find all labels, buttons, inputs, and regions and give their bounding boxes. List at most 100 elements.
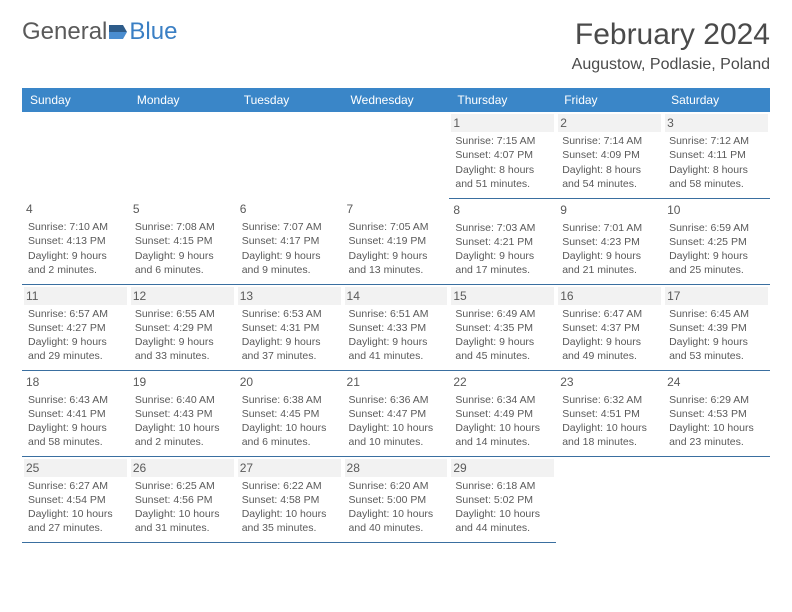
day-line: Sunset: 4:45 PM <box>242 407 337 421</box>
day-line: Sunset: 5:02 PM <box>455 493 550 507</box>
day-line: Sunrise: 6:34 AM <box>455 393 550 407</box>
day-line: Sunset: 4:19 PM <box>349 234 444 248</box>
day-line: and 37 minutes. <box>242 349 337 363</box>
day-number: 11 <box>24 287 127 305</box>
weekday-header: Friday <box>556 88 663 112</box>
day-line: Sunrise: 6:20 AM <box>349 479 444 493</box>
day-details: Sunrise: 6:53 AMSunset: 4:31 PMDaylight:… <box>242 307 337 364</box>
calendar-day: 15Sunrise: 6:49 AMSunset: 4:35 PMDayligh… <box>449 284 556 370</box>
day-line: Sunset: 4:11 PM <box>669 148 764 162</box>
day-details: Sunrise: 6:29 AMSunset: 4:53 PMDaylight:… <box>669 393 764 450</box>
day-number: 7 <box>345 200 448 218</box>
day-line: and 31 minutes. <box>135 521 230 535</box>
day-line: Daylight: 9 hours <box>242 249 337 263</box>
day-line: and 2 minutes. <box>135 435 230 449</box>
day-line: Daylight: 9 hours <box>349 249 444 263</box>
day-line: Sunset: 4:25 PM <box>669 235 764 249</box>
day-line: Daylight: 10 hours <box>349 507 444 521</box>
day-line: and 35 minutes. <box>242 521 337 535</box>
day-line: Sunrise: 6:32 AM <box>562 393 657 407</box>
calendar-day: 10Sunrise: 6:59 AMSunset: 4:25 PMDayligh… <box>663 198 770 284</box>
day-line: Sunrise: 6:38 AM <box>242 393 337 407</box>
day-line: Sunset: 4:47 PM <box>349 407 444 421</box>
calendar-day: 6Sunrise: 7:07 AMSunset: 4:17 PMDaylight… <box>236 198 343 284</box>
title-block: February 2024 Augustow, Podlasie, Poland <box>572 18 770 74</box>
day-details: Sunrise: 7:15 AMSunset: 4:07 PMDaylight:… <box>455 134 550 191</box>
day-line: Daylight: 9 hours <box>28 335 123 349</box>
calendar-day: 24Sunrise: 6:29 AMSunset: 4:53 PMDayligh… <box>663 370 770 456</box>
day-line: Daylight: 10 hours <box>669 421 764 435</box>
day-line: Sunset: 4:15 PM <box>135 234 230 248</box>
day-line: Sunset: 4:13 PM <box>28 234 123 248</box>
day-number: 25 <box>24 459 127 477</box>
calendar-week: 1 Sunrise: 7:15 AMSunset: 4:07 PMDaylight… <box>22 112 770 198</box>
weekday-header: Monday <box>129 88 236 112</box>
calendar-day-empty <box>343 112 450 198</box>
day-line: Sunrise: 6:22 AM <box>242 479 337 493</box>
calendar-day-empty <box>22 112 129 198</box>
calendar-day: 2Sunrise: 7:14 AMSunset: 4:09 PMDaylight… <box>556 112 663 198</box>
day-number: 3 <box>665 114 768 132</box>
day-number: 28 <box>345 459 448 477</box>
page-title: February 2024 <box>572 18 770 52</box>
day-number: 18 <box>24 373 127 391</box>
day-line: Sunrise: 6:51 AM <box>349 307 444 321</box>
day-line: Sunrise: 6:27 AM <box>28 479 123 493</box>
day-line: Sunset: 4:29 PM <box>135 321 230 335</box>
calendar-header-row: SundayMondayTuesdayWednesdayThursdayFrid… <box>22 88 770 112</box>
day-line: and 10 minutes. <box>349 435 444 449</box>
day-number: 12 <box>131 287 234 305</box>
day-line: and 33 minutes. <box>135 349 230 363</box>
day-line: Sunset: 4:39 PM <box>669 321 764 335</box>
day-line: Sunset: 4:49 PM <box>455 407 550 421</box>
day-line: Sunset: 4:07 PM <box>455 148 550 162</box>
day-line: and 18 minutes. <box>562 435 657 449</box>
day-line: Sunset: 4:35 PM <box>455 321 550 335</box>
day-number: 27 <box>238 459 341 477</box>
header: General Blue February 2024 Augustow, Pod… <box>22 18 770 74</box>
day-line: Sunrise: 6:29 AM <box>669 393 764 407</box>
day-line: Sunrise: 6:49 AM <box>455 307 550 321</box>
calendar-day: 16Sunrise: 6:47 AMSunset: 4:37 PMDayligh… <box>556 284 663 370</box>
calendar-week: 11Sunrise: 6:57 AMSunset: 4:27 PMDayligh… <box>22 284 770 370</box>
day-details: Sunrise: 7:03 AMSunset: 4:21 PMDaylight:… <box>455 221 550 278</box>
day-line: Sunrise: 7:05 AM <box>349 220 444 234</box>
day-line: Daylight: 8 hours <box>562 163 657 177</box>
day-details: Sunrise: 6:45 AMSunset: 4:39 PMDaylight:… <box>669 307 764 364</box>
day-details: Sunrise: 7:14 AMSunset: 4:09 PMDaylight:… <box>562 134 657 191</box>
day-line: Daylight: 8 hours <box>669 163 764 177</box>
day-line: Sunrise: 6:53 AM <box>242 307 337 321</box>
day-details: Sunrise: 6:27 AMSunset: 4:54 PMDaylight:… <box>28 479 123 536</box>
day-line: Daylight: 10 hours <box>242 421 337 435</box>
day-line: Sunrise: 6:57 AM <box>28 307 123 321</box>
calendar-week: 4Sunrise: 7:10 AMSunset: 4:13 PMDaylight… <box>22 198 770 284</box>
day-line: Sunrise: 7:10 AM <box>28 220 123 234</box>
calendar-day: 22Sunrise: 6:34 AMSunset: 4:49 PMDayligh… <box>449 370 556 456</box>
weekday-header: Saturday <box>663 88 770 112</box>
day-line: Sunrise: 6:36 AM <box>349 393 444 407</box>
day-line: Daylight: 9 hours <box>669 335 764 349</box>
day-line: Daylight: 9 hours <box>135 249 230 263</box>
day-line: and 51 minutes. <box>455 177 550 191</box>
day-line: and 9 minutes. <box>242 263 337 277</box>
day-line: Daylight: 10 hours <box>135 507 230 521</box>
day-number: 1 <box>451 114 554 132</box>
day-number: 20 <box>238 373 341 391</box>
day-line: Sunrise: 6:55 AM <box>135 307 230 321</box>
day-line: Sunset: 4:31 PM <box>242 321 337 335</box>
day-line: Sunrise: 7:01 AM <box>562 221 657 235</box>
flag-icon <box>109 25 127 39</box>
day-line: Sunset: 5:00 PM <box>349 493 444 507</box>
day-line: Daylight: 9 hours <box>242 335 337 349</box>
day-line: Sunset: 4:09 PM <box>562 148 657 162</box>
day-details: Sunrise: 6:40 AMSunset: 4:43 PMDaylight:… <box>135 393 230 450</box>
day-details: Sunrise: 6:22 AMSunset: 4:58 PMDaylight:… <box>242 479 337 536</box>
day-line: Sunset: 4:41 PM <box>28 407 123 421</box>
day-line: Daylight: 8 hours <box>455 163 550 177</box>
day-line: and 49 minutes. <box>562 349 657 363</box>
day-line: Sunset: 4:33 PM <box>349 321 444 335</box>
day-number: 21 <box>345 373 448 391</box>
day-line: and 53 minutes. <box>669 349 764 363</box>
day-line: Sunset: 4:58 PM <box>242 493 337 507</box>
day-details: Sunrise: 6:34 AMSunset: 4:49 PMDaylight:… <box>455 393 550 450</box>
